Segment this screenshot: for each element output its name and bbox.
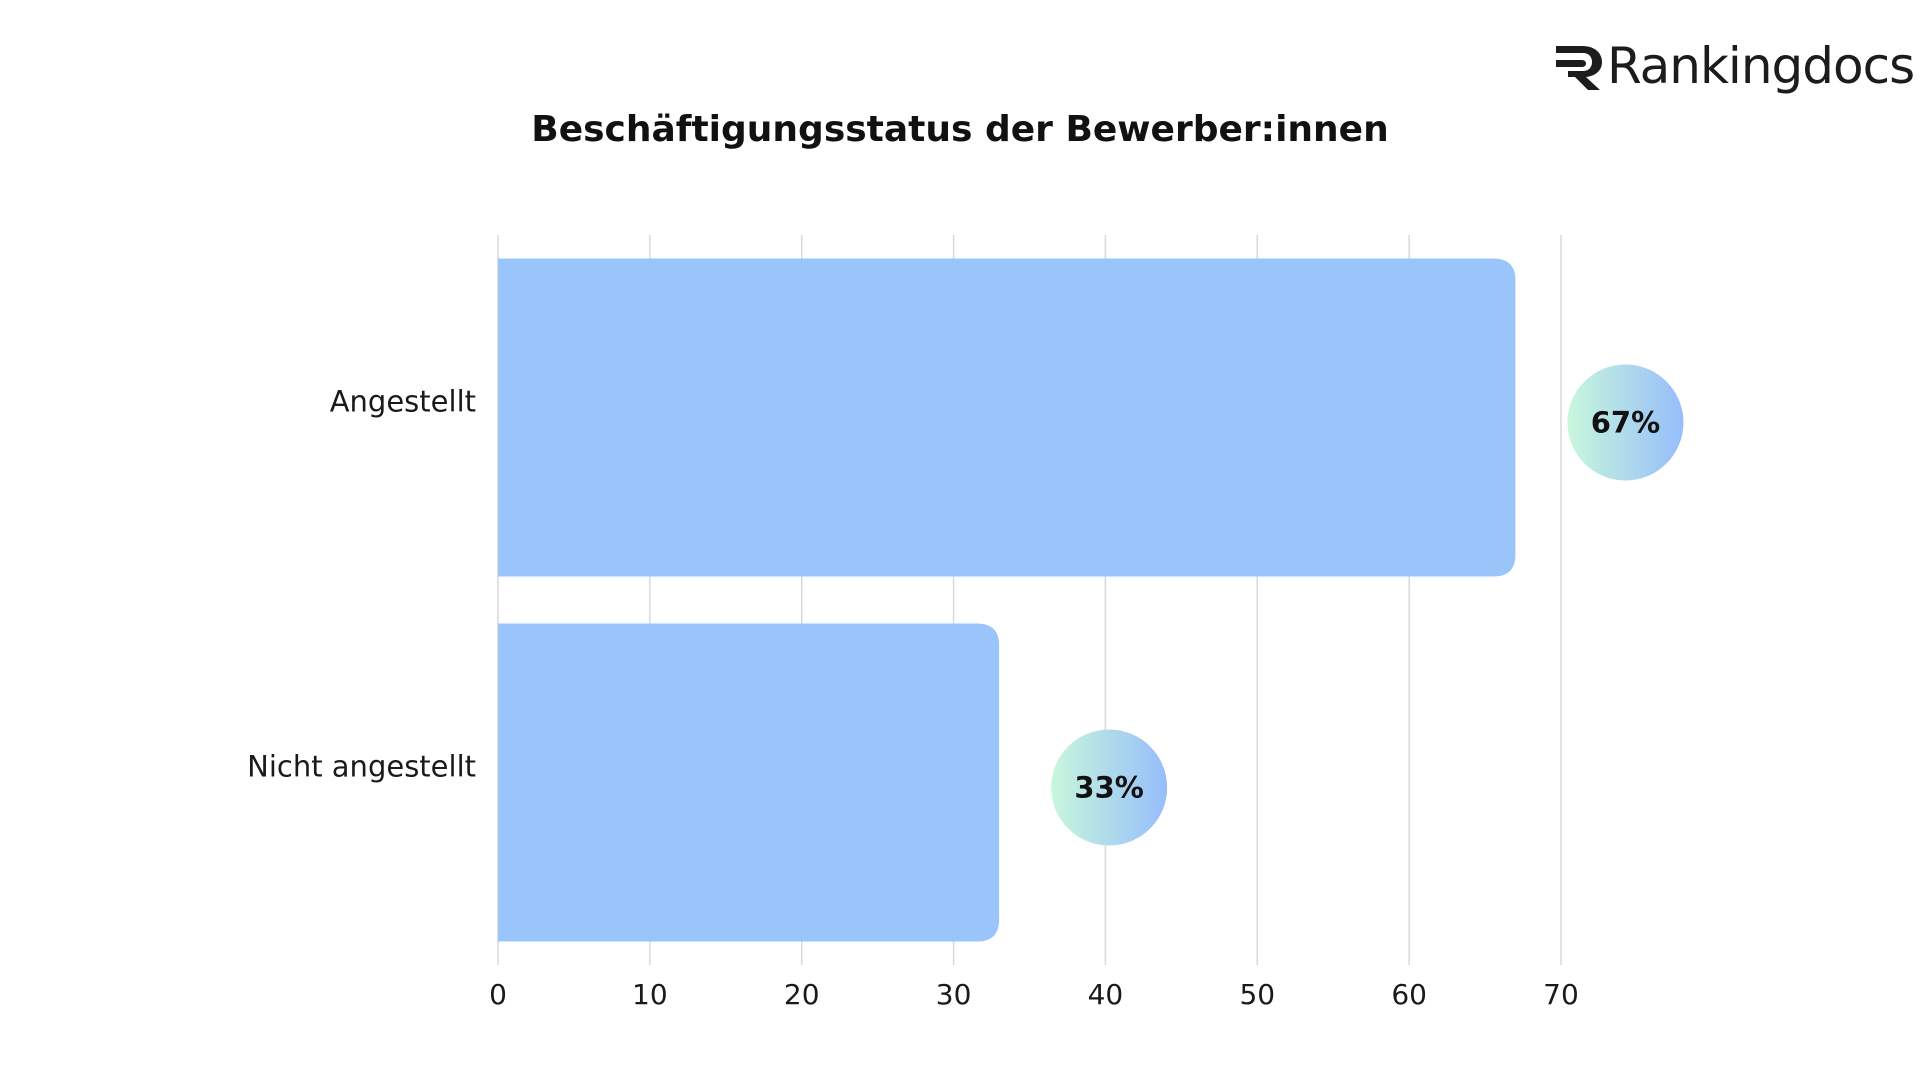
chart-title: Beschäftigungsstatus der Bewerber:innen (531, 109, 1388, 150)
data-label-badge (1567, 364, 1684, 481)
brand-logo: Rankingdocs (1556, 37, 1915, 95)
bar-nicht-angestellt (498, 623, 1000, 942)
data-label: 33% (1074, 771, 1143, 805)
bar-angestellt (498, 258, 1516, 577)
data-label-badges: 67% 33% (1051, 364, 1684, 846)
x-tick-label: 10 (632, 978, 668, 1011)
bars (498, 258, 1516, 942)
category-label: Angestellt (330, 385, 476, 419)
x-tick-label: 0 (489, 978, 507, 1011)
x-tick-label: 40 (1088, 978, 1124, 1011)
category-labels: Angestellt Nicht angestellt (247, 385, 476, 784)
x-tick-label: 60 (1391, 978, 1427, 1011)
x-tick-label: 30 (936, 978, 972, 1011)
brand-name: Rankingdocs (1607, 37, 1914, 95)
x-tick-label: 20 (784, 978, 820, 1011)
rankingdocs-r-logo-icon (1556, 46, 1602, 90)
x-axis-ticks: 0 10 20 30 40 50 60 70 (489, 978, 1579, 1011)
data-label: 67% (1591, 406, 1660, 440)
x-tick-label: 70 (1543, 978, 1579, 1011)
data-label-badge (1051, 729, 1168, 846)
category-label: Nicht angestellt (247, 750, 476, 784)
x-tick-label: 50 (1239, 978, 1275, 1011)
